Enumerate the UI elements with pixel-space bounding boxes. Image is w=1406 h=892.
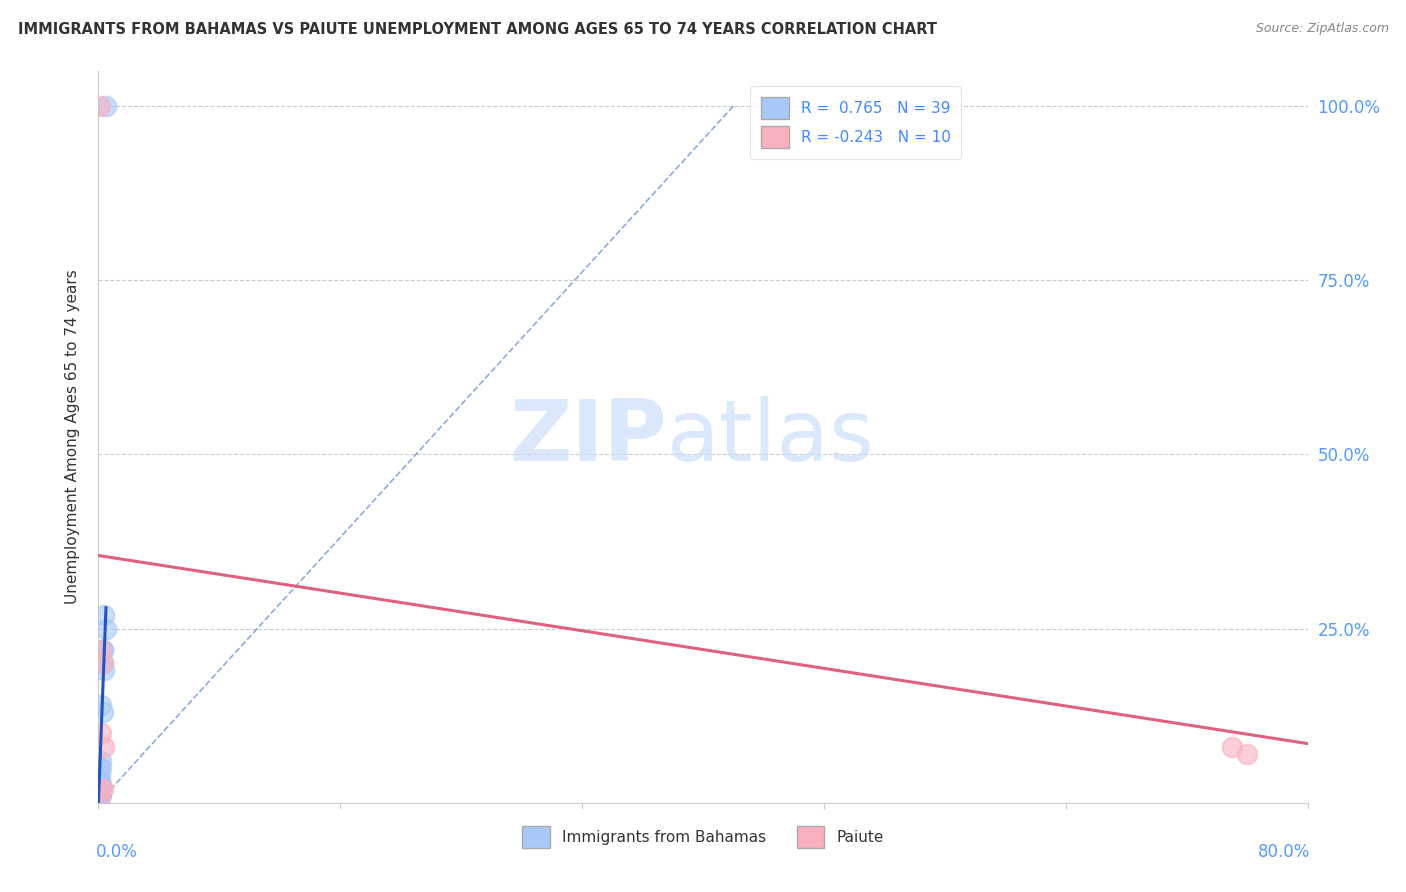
Point bbox=[91, 705, 114, 719]
Point bbox=[89, 789, 111, 803]
Point bbox=[89, 789, 111, 803]
Text: 80.0%: 80.0% bbox=[1257, 843, 1310, 861]
Point bbox=[89, 789, 111, 803]
Point bbox=[89, 789, 111, 803]
Point bbox=[89, 781, 111, 796]
Point bbox=[91, 642, 114, 657]
Point bbox=[89, 775, 111, 789]
Point bbox=[90, 698, 112, 713]
Point bbox=[89, 781, 111, 796]
Point bbox=[94, 622, 117, 636]
Point bbox=[89, 789, 111, 803]
Point bbox=[90, 726, 112, 740]
Point bbox=[93, 607, 115, 622]
Point bbox=[89, 789, 111, 803]
Point bbox=[89, 789, 111, 803]
Point bbox=[91, 642, 114, 657]
Text: IMMIGRANTS FROM BAHAMAS VS PAIUTE UNEMPLOYMENT AMONG AGES 65 TO 74 YEARS CORRELA: IMMIGRANTS FROM BAHAMAS VS PAIUTE UNEMPL… bbox=[18, 22, 938, 37]
Point bbox=[89, 789, 111, 803]
Point bbox=[91, 781, 114, 796]
Point bbox=[89, 789, 111, 803]
Point bbox=[89, 781, 111, 796]
Point bbox=[89, 775, 111, 789]
Point bbox=[91, 657, 114, 671]
Point bbox=[1236, 747, 1258, 761]
Text: atlas: atlas bbox=[666, 395, 875, 479]
Point bbox=[89, 781, 111, 796]
Point bbox=[89, 99, 111, 113]
Point bbox=[89, 781, 111, 796]
Point bbox=[90, 781, 112, 796]
Point bbox=[91, 657, 114, 671]
Y-axis label: Unemployment Among Ages 65 to 74 years: Unemployment Among Ages 65 to 74 years bbox=[65, 269, 80, 605]
Point bbox=[89, 781, 111, 796]
Legend: Immigrants from Bahamas, Paiute: Immigrants from Bahamas, Paiute bbox=[516, 820, 890, 854]
Point bbox=[89, 789, 111, 803]
Point bbox=[89, 781, 111, 796]
Text: Source: ZipAtlas.com: Source: ZipAtlas.com bbox=[1256, 22, 1389, 36]
Text: ZIP: ZIP bbox=[509, 395, 666, 479]
Point bbox=[1220, 740, 1243, 755]
Point bbox=[93, 740, 115, 755]
Point bbox=[94, 99, 117, 113]
Point bbox=[90, 754, 112, 768]
Point bbox=[89, 768, 111, 782]
Point bbox=[89, 781, 111, 796]
Text: 0.0%: 0.0% bbox=[96, 843, 138, 861]
Point bbox=[89, 789, 111, 803]
Point bbox=[93, 664, 115, 678]
Point bbox=[89, 789, 111, 803]
Point bbox=[89, 781, 111, 796]
Point bbox=[89, 789, 111, 803]
Point bbox=[89, 761, 111, 775]
Point bbox=[89, 789, 111, 803]
Point bbox=[90, 642, 112, 657]
Point bbox=[89, 775, 111, 789]
Point bbox=[89, 789, 111, 803]
Point bbox=[90, 761, 112, 775]
